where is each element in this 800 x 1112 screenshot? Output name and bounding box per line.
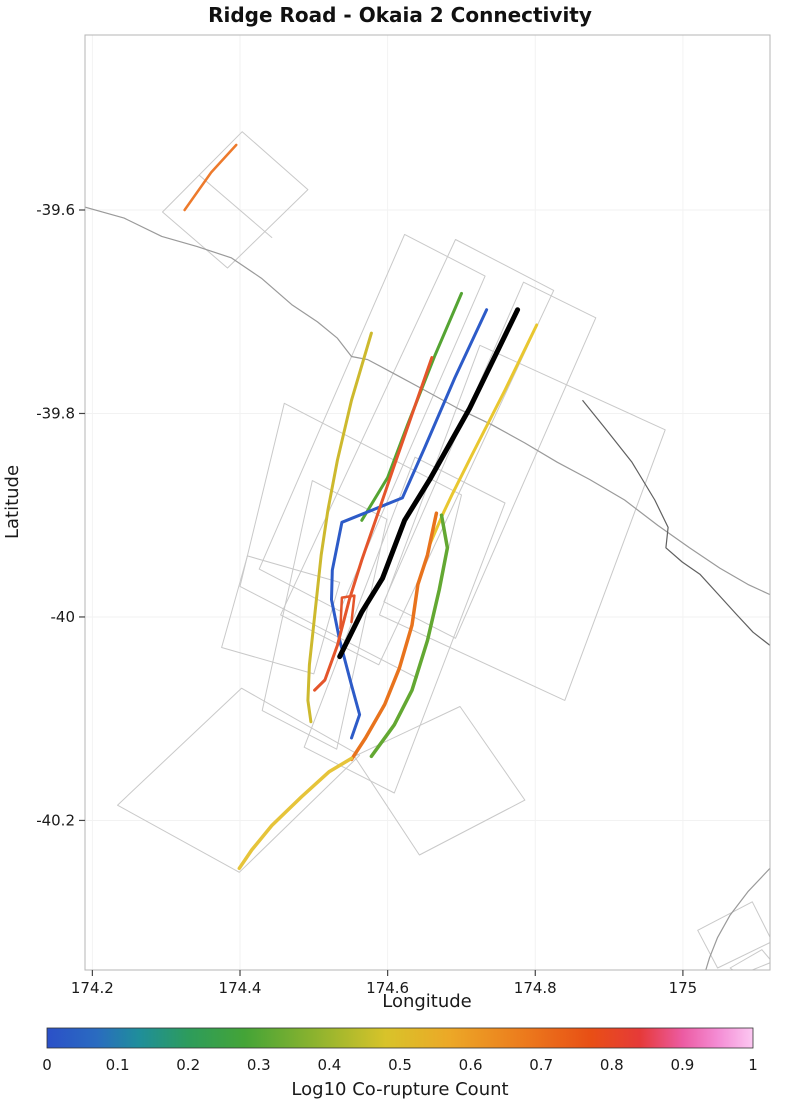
fault-section-outline [379,344,666,701]
fault-section-outline [117,687,361,873]
fault-section-outline [729,949,770,970]
fault-trace-green-south [369,513,450,759]
fault-trace-olive-west [306,331,373,724]
fault-trace-orange-northwest [183,143,238,212]
fault-section-outline [261,480,388,750]
fault-trace-gold-southwest [237,756,354,871]
x-tick-label: 174.2 [71,979,114,997]
chart-title: Ridge Road - Okaia 2 Connectivity [208,3,592,27]
colorbar-tick-label: 0.2 [176,1056,200,1074]
y-tick-label: -40 [51,608,76,626]
x-tick-label: 175 [669,979,698,997]
x-tick-label: 174.4 [219,979,262,997]
x-tick-label: 174.6 [366,979,409,997]
colorbar-tick-label: 0.7 [529,1056,553,1074]
colorbar: 0 0.1 0.2 0.3 0.4 0.5 0.6 0.7 0.8 0.9 1 [42,1027,758,1074]
colorbar-tick-label: 0.3 [247,1056,271,1074]
fault-section-outline [221,555,341,675]
colorbar-gradient [46,1027,754,1049]
colorbar-tick-label: 0.6 [459,1056,483,1074]
x-tick-label: 174.8 [514,979,557,997]
colorbar-tick-label: 0.1 [106,1056,130,1074]
coastline-southeast [705,867,770,970]
fault-section-outline [198,174,273,238]
x-axis-ticks: 174.2 174.4 174.6 174.8 175 [71,970,697,997]
y-tick-label: -39.6 [36,201,75,219]
source-fault-ridge-road-okaia-2 [337,307,521,660]
y-tick-label: -40.2 [36,811,75,829]
x-axis-label: Longitude [382,991,472,1012]
fault-trace-blue [330,308,489,740]
fault-trace-orange-south [349,511,439,762]
fault-trace-red-short [339,594,356,630]
y-tick-label: -39.8 [36,404,75,422]
fault-trace-red-central [313,356,434,692]
fault-section-outline [353,706,526,856]
plot-frame [84,34,771,971]
fault-section-outline [383,281,597,639]
colorbar-tick-label: 0 [42,1056,52,1074]
coastlines [85,206,770,970]
coastline-east-dark [582,399,770,646]
fault-section-outline [258,233,486,612]
colorbar-label: Log10 Co-rupture Count [291,1079,508,1100]
y-axis-ticks: -39.6 -39.8 -40 -40.2 [36,201,85,829]
y-axis-label: Latitude [2,465,23,539]
fault-section-outline [280,239,555,666]
colorbar-tick-label: 1 [748,1056,758,1074]
colorbar-tick-label: 0.8 [600,1056,624,1074]
colorbar-tick-label: 0.9 [670,1056,694,1074]
fault-traces [183,143,539,871]
colorbar-tick-label: 0.5 [388,1056,412,1074]
coastline-north [85,206,770,596]
colorbar-tick-label: 0.4 [317,1056,341,1074]
